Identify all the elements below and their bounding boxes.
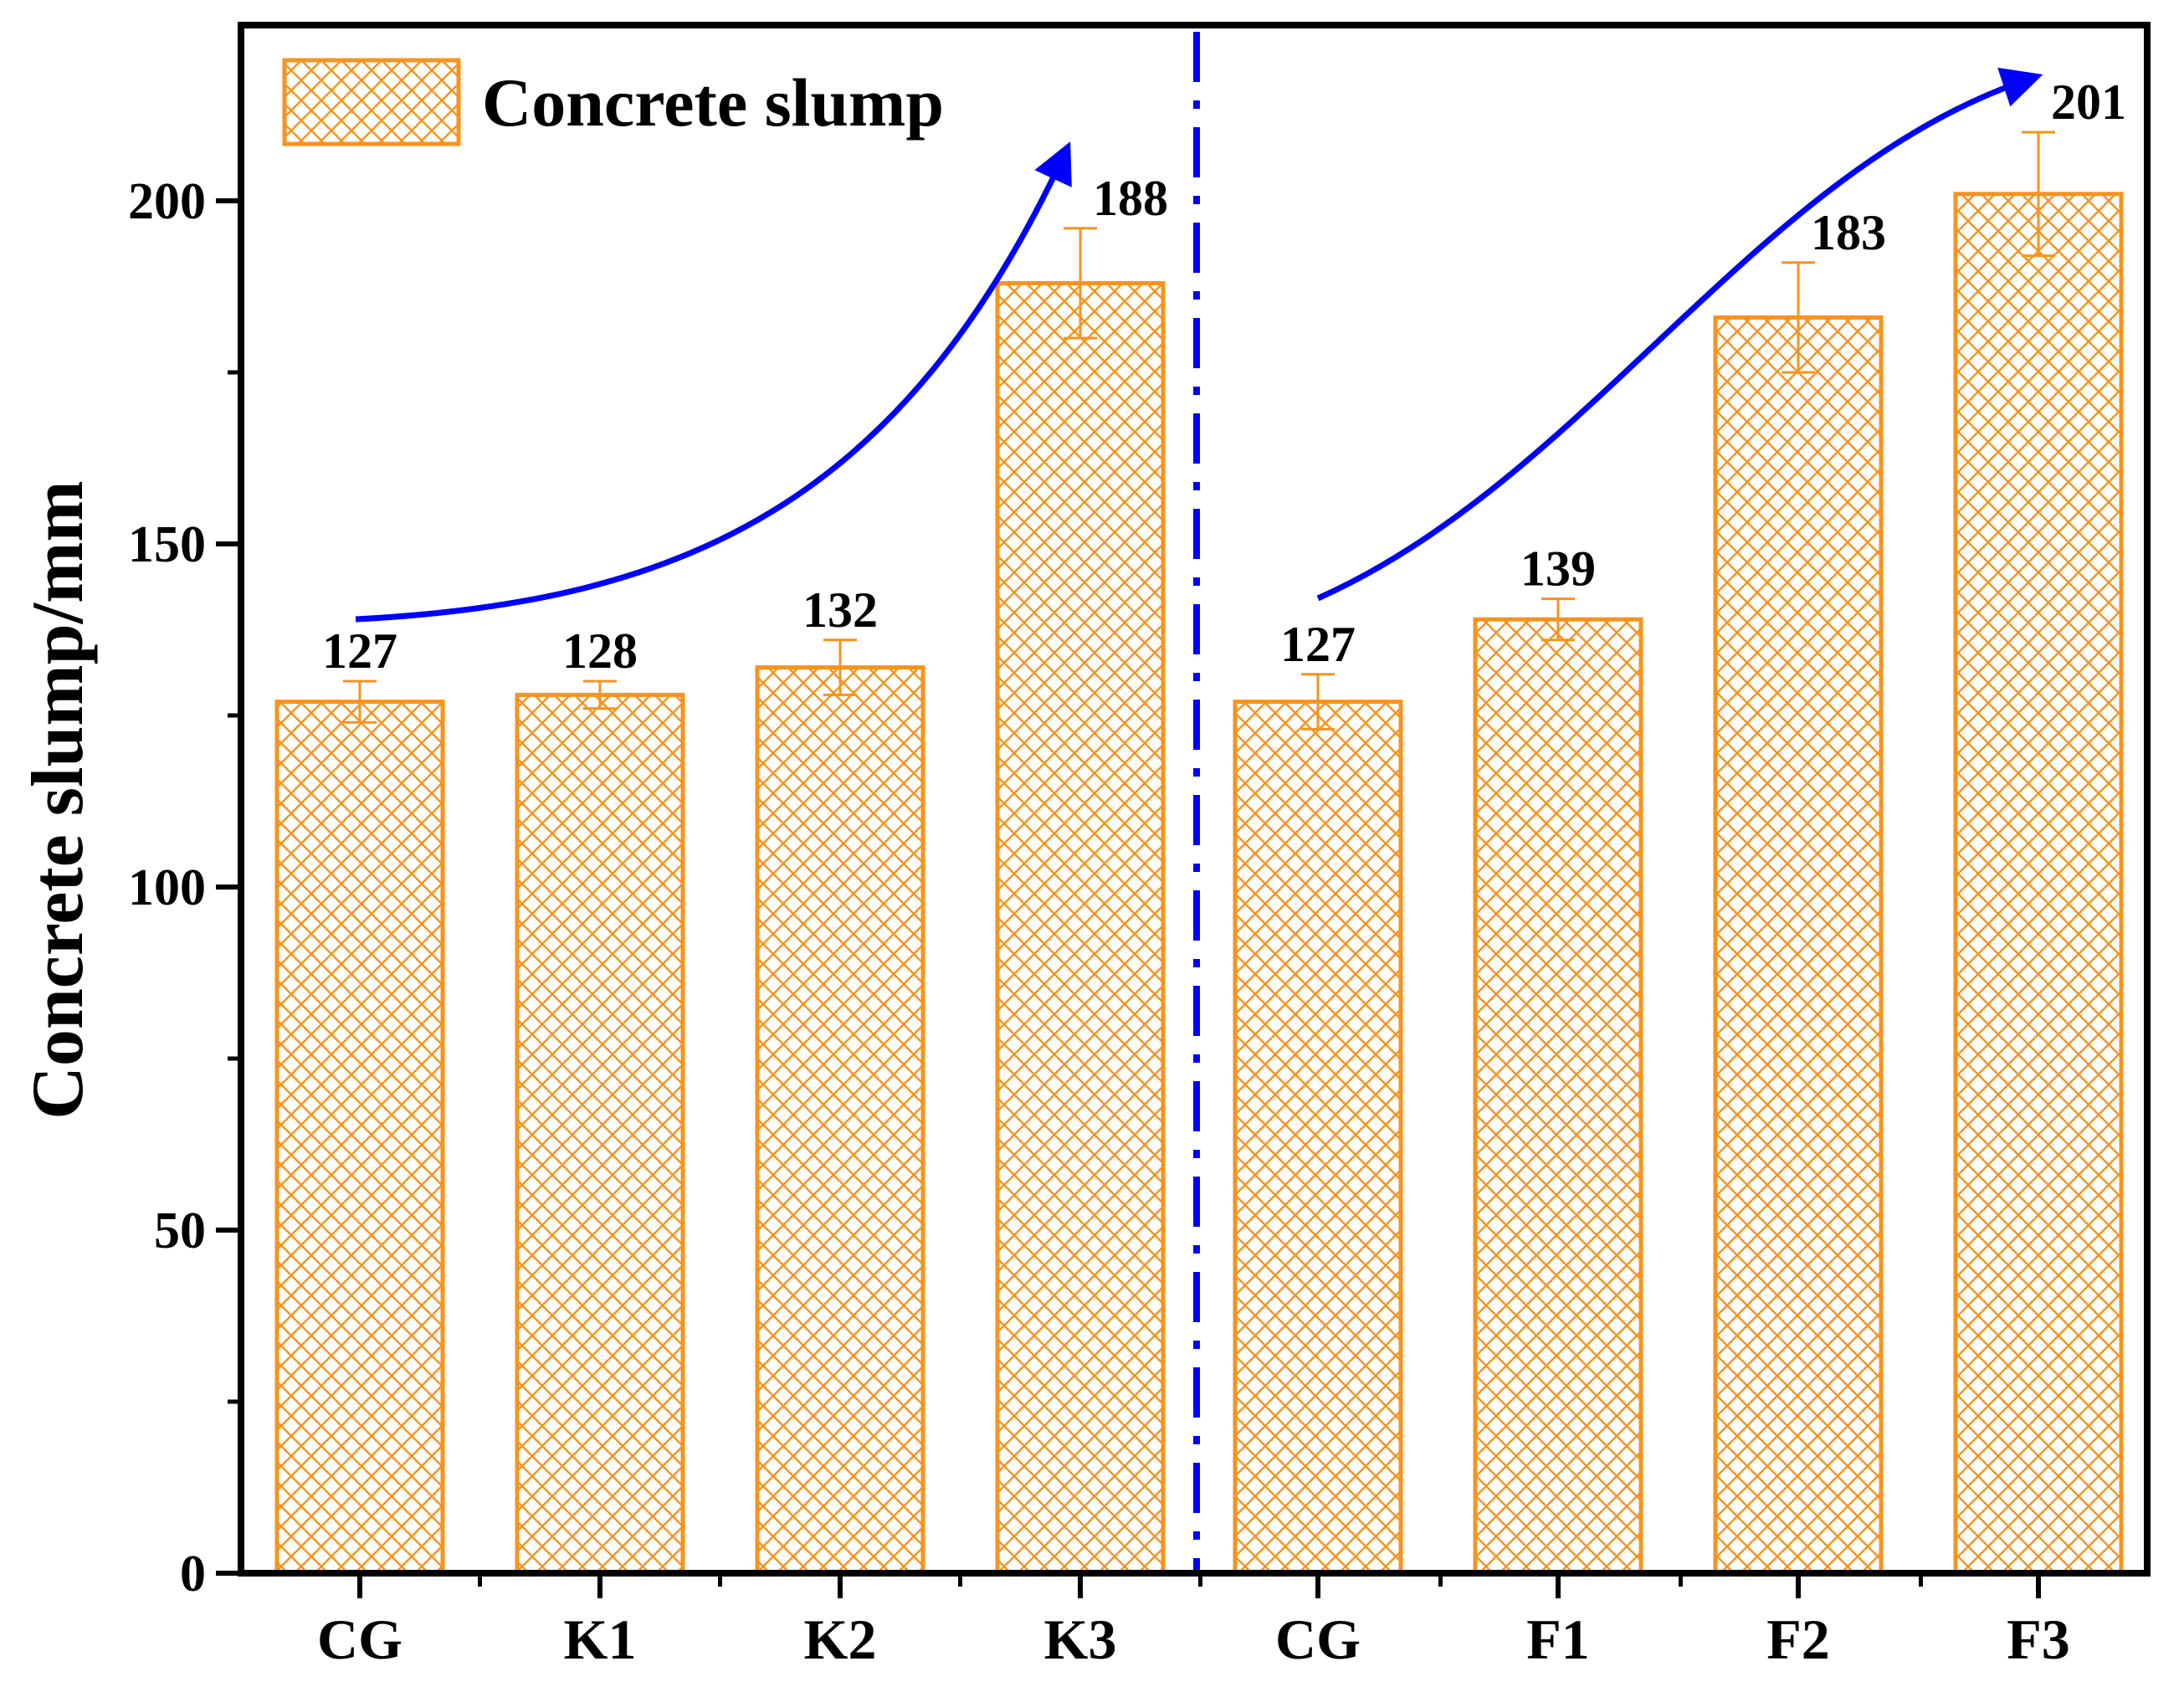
error-bars — [343, 131, 2055, 731]
legend: Concrete slump — [282, 58, 944, 146]
data-label-5: 127 — [1280, 617, 1356, 672]
bars — [274, 192, 2124, 1576]
y-tick-label-150: 150 — [128, 516, 206, 573]
bar-k3-4 — [995, 280, 1166, 1576]
plot-frame — [238, 22, 2151, 1577]
y-tick-label-100: 100 — [128, 859, 206, 916]
bar-f2-7 — [1713, 315, 1884, 1576]
x-tick-label-1: CG — [317, 1608, 402, 1671]
data-label-2: 128 — [562, 623, 638, 679]
data-label-8: 201 — [2051, 74, 2126, 130]
legend-swatch — [282, 58, 461, 146]
data-label-6: 139 — [1520, 541, 1596, 597]
data-label-4: 188 — [1093, 171, 1168, 226]
x-tick-label-4: K3 — [1044, 1608, 1117, 1671]
bar-k2-3 — [755, 665, 925, 1576]
x-tick-label-6: F1 — [1526, 1608, 1590, 1671]
data-label-7: 183 — [1811, 205, 1886, 260]
x-tick-label-3: K2 — [804, 1608, 877, 1671]
bar-cg-5 — [1233, 700, 1403, 1576]
x-tick-label-2: K1 — [564, 1608, 637, 1671]
trend-arrow-f — [1316, 67, 2043, 602]
bar-f3-8 — [1953, 192, 2124, 1576]
y-axis-title: Concrete slump/mm — [18, 480, 99, 1119]
x-tick-label-7: F2 — [1766, 1608, 1830, 1671]
legend-label: Concrete slump — [482, 64, 944, 141]
trend-arrow-k — [355, 141, 1072, 623]
x-axis: CG K1 K2 K3 CG F1 F2 F3 — [317, 1573, 2070, 1671]
x-tick-label-8: F3 — [2007, 1608, 2070, 1671]
data-labels: 127 128 132 188 127 139 183 201 — [322, 74, 2126, 679]
x-tick-label-5: CG — [1275, 1608, 1361, 1671]
data-label-3: 132 — [802, 582, 878, 638]
y-axis: 0 50 100 150 200 — [128, 173, 241, 1602]
bar-cg-1 — [274, 700, 445, 1576]
y-tick-label-50: 50 — [154, 1202, 206, 1259]
y-tick-label-0: 0 — [180, 1546, 206, 1602]
data-label-1: 127 — [322, 623, 397, 679]
y-tick-label-200: 200 — [128, 173, 206, 230]
bar-k1-2 — [515, 692, 685, 1576]
bar-f1-6 — [1473, 617, 1643, 1576]
